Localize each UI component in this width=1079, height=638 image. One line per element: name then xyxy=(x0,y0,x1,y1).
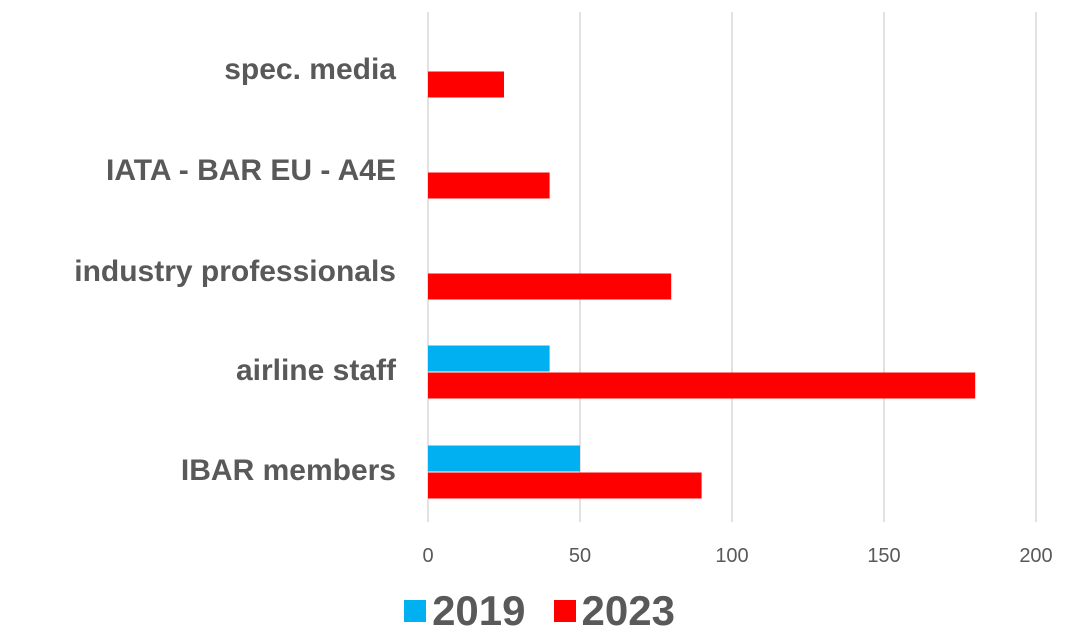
x-tick-label: 0 xyxy=(422,545,433,567)
category-label: industry professionals xyxy=(74,255,396,288)
category-label: IBAR members xyxy=(181,454,396,487)
legend-item-2023: 2023 xyxy=(553,587,675,634)
x-tick-label: 100 xyxy=(715,545,748,567)
legend-item-2019: 2019 xyxy=(404,587,526,634)
legend-swatch xyxy=(404,600,427,622)
category-labels: spec. media IATA - BAR EU - A4E industry p… xyxy=(74,53,397,487)
category-label: IATA - BAR EU - A4E xyxy=(106,154,396,187)
gridlines xyxy=(427,12,1037,522)
bar-2019-airline-staff xyxy=(428,345,550,372)
bar-2023-ibar-members xyxy=(428,472,702,499)
x-tick-label: 200 xyxy=(1019,545,1052,567)
category-label: airline staff xyxy=(236,354,397,387)
x-tick-labels: 0 50 100 150 200 xyxy=(422,545,1052,567)
legend: 2019 2023 xyxy=(0,590,1079,632)
bar-2019-ibar-members xyxy=(428,445,580,472)
x-tick-label: 50 xyxy=(569,545,591,567)
bar-2023-iata-bar-eu-a4e xyxy=(428,172,550,199)
x-tick-label: 150 xyxy=(867,545,900,567)
bar-2023-spec-media xyxy=(428,71,504,98)
legend-swatch xyxy=(553,600,576,622)
bars xyxy=(428,71,976,499)
legend-label: 2023 xyxy=(581,587,675,634)
bar-chart: spec. media IATA - BAR EU - A4E industry p… xyxy=(74,12,1053,567)
legend-label: 2019 xyxy=(432,587,526,634)
category-label: spec. media xyxy=(224,53,396,86)
bar-2023-industry-professionals xyxy=(428,273,672,300)
bar-2023-airline-staff xyxy=(428,372,976,399)
